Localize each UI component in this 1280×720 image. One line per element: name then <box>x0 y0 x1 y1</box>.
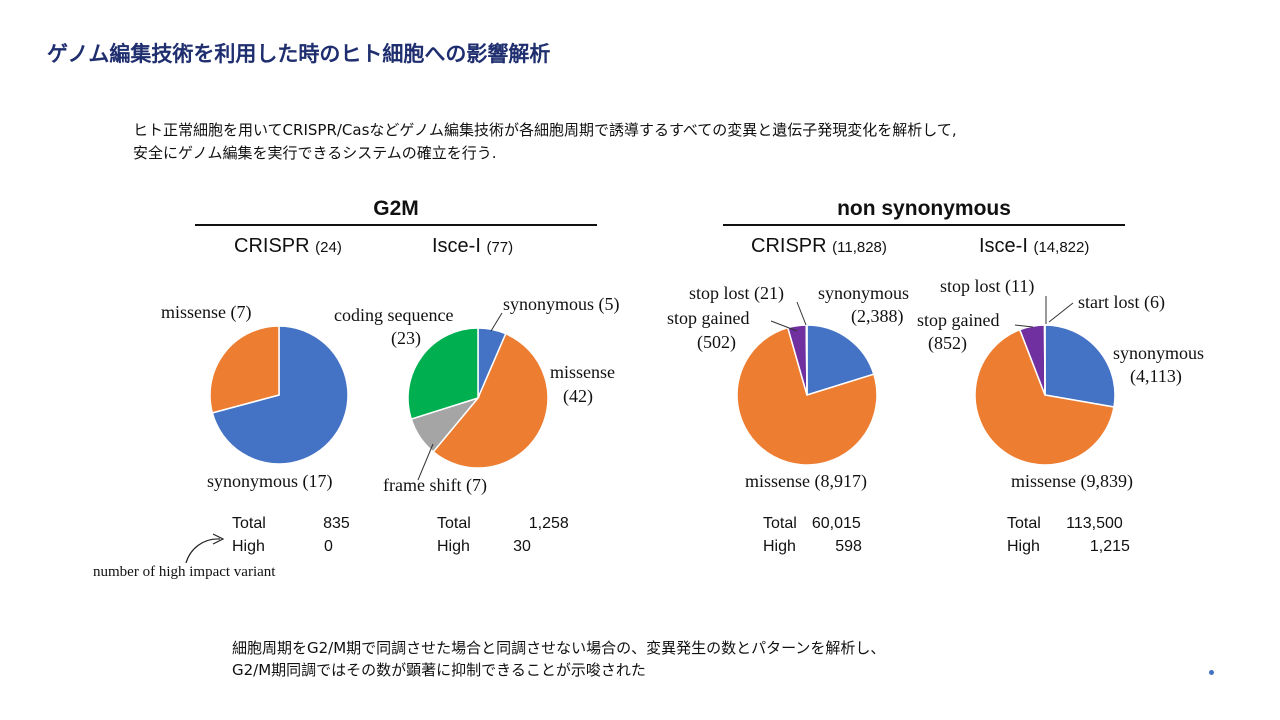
panel-title-p3: CRISPR (11,828) <box>751 235 887 257</box>
label-stop-gained: stop gained <box>667 308 750 328</box>
label-start-lost: start lost (6) <box>1078 292 1165 312</box>
label-coding-sequence-count: (23) <box>391 328 421 348</box>
leader-line <box>490 312 503 332</box>
label-synonymous-count: (2,388) <box>851 306 904 326</box>
group-title-nonsyn: non synonymous <box>837 197 1011 220</box>
arrow-head <box>212 533 225 545</box>
conclusion-line-1: 細胞周期をG2/M期で同調させた場合と同調させない場合の、変異発生の数とパターン… <box>232 639 886 657</box>
pie-slice-missense <box>432 332 549 469</box>
label-synonymous: synonymous (17) <box>207 471 333 491</box>
pie-slice-synonymous <box>1044 324 1116 408</box>
pie-chart-crispr-g2m <box>209 325 349 465</box>
stats-p1: Total 835 High 0 <box>232 515 350 555</box>
label-stop-lost: stop lost (21) <box>689 283 785 303</box>
leader-line <box>796 301 807 326</box>
label-synonymous: synonymous <box>818 283 910 303</box>
label-synonymous: synonymous (5) <box>503 294 620 314</box>
label-stop-gained-count: (502) <box>697 332 736 352</box>
pie-slice-synonymous <box>806 324 875 397</box>
leader-line <box>1014 324 1034 328</box>
label-missense: missense (8,917) <box>745 471 867 491</box>
pie-slice-coding-sequence <box>407 327 479 421</box>
page-title: ゲノム編集技術を利用した時のヒト細胞への影響解析 <box>47 42 551 66</box>
panel-title-p1: CRISPR (24) <box>234 235 342 257</box>
label-synonymous: synonymous <box>1113 343 1205 363</box>
conclusion-line-2: G2/M期同調ではその数が顕著に抑制できることが示唆された <box>232 661 646 679</box>
group-rule-nonsyn <box>723 224 1125 226</box>
label-stop-lost: stop lost (11) <box>940 276 1035 296</box>
intro-text: ヒト正常細胞を用いてCRISPR/Casなどゲノム編集技術が各細胞周期で誘導する… <box>133 119 957 165</box>
label-missense-count: (42) <box>563 386 593 406</box>
intro-line-2: 安全にゲノム編集を実行できるシステムの確立を行う. <box>133 144 497 162</box>
pie-slice-stop-lost <box>805 324 808 396</box>
label-frame-shift: frame shift (7) <box>383 475 487 495</box>
leader-line <box>1048 302 1074 323</box>
leader-line <box>417 443 434 481</box>
conclusion-text: 細胞周期をG2/M期で同調させた場合と同調させない場合の、変異発生の数とパターン… <box>232 637 885 681</box>
pie-chart-isce-nonsyn <box>974 324 1116 466</box>
label-synonymous-count: (4,113) <box>1130 366 1182 386</box>
high-impact-note: number of high impact variant <box>93 564 276 580</box>
pie-chart-isce-g2m <box>407 327 549 469</box>
intro-line-1: ヒト正常細胞を用いてCRISPR/Casなどゲノム編集技術が各細胞周期で誘導する… <box>133 121 957 139</box>
label-stop-gained: stop gained <box>917 310 1000 330</box>
stats-p3: Total 60,015 High 598 <box>763 515 862 555</box>
label-missense: missense (7) <box>161 302 252 322</box>
label-missense: missense (9,839) <box>1011 471 1133 491</box>
arrow-curve <box>185 538 221 564</box>
leader-lines <box>417 296 1074 481</box>
stats-p4: Total 113,500 High 1,215 <box>1007 515 1130 555</box>
label-missense: missense <box>550 362 615 382</box>
pie-chart-crispr-nonsyn <box>736 324 878 466</box>
label-stop-gained-count: (852) <box>928 333 967 353</box>
leader-line <box>770 320 798 332</box>
stats-p2: Total 1,258 High 30 <box>437 515 569 555</box>
pie-slice-synonymous <box>211 325 349 465</box>
label-coding-sequence: coding sequence <box>334 305 454 325</box>
group-rule-g2m <box>195 224 597 226</box>
group-title-g2m: G2M <box>373 197 419 220</box>
panel-title-p4: Isce-I (14,822) <box>979 235 1090 257</box>
panel-title-p2: Isce-I (77) <box>432 235 514 257</box>
pie-slice-missense <box>974 328 1115 466</box>
slide-marker-dot <box>1209 670 1214 675</box>
pie-slice-missense <box>209 325 280 414</box>
pie-slice-missense <box>736 326 878 466</box>
